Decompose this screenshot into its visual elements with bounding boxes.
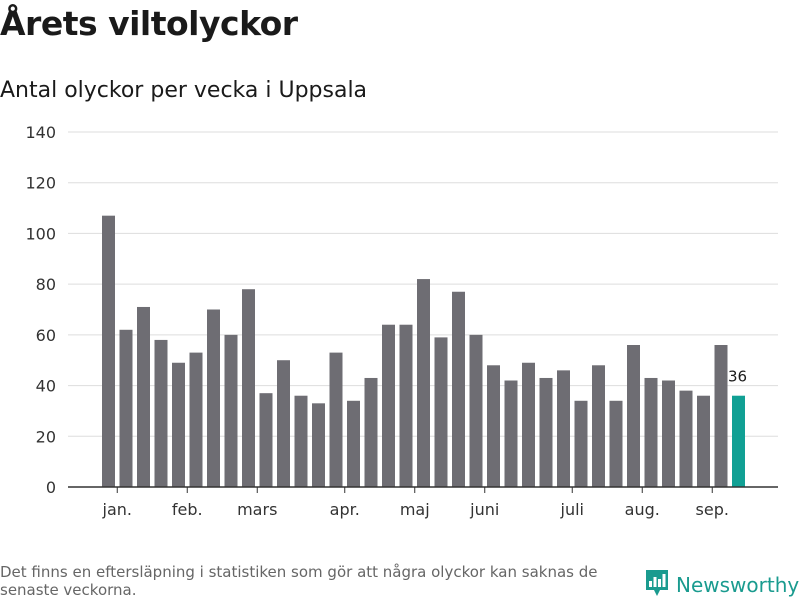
x-tick-label: mars xyxy=(237,500,277,519)
x-tick-label: sep. xyxy=(696,500,729,519)
bar xyxy=(627,345,640,487)
bar xyxy=(189,352,203,487)
x-tick-label: aug. xyxy=(625,500,660,519)
x-tick-label: feb. xyxy=(172,500,203,519)
y-tick-label: 0 xyxy=(46,478,56,497)
y-tick-label: 60 xyxy=(36,326,56,345)
bar xyxy=(259,393,273,487)
y-tick-label: 80 xyxy=(36,275,56,294)
bar xyxy=(347,400,360,487)
bar xyxy=(329,352,343,487)
bar xyxy=(592,365,605,487)
bar xyxy=(102,215,115,487)
bar xyxy=(487,365,500,487)
bar xyxy=(364,377,378,487)
bar xyxy=(434,337,448,487)
bar xyxy=(697,395,710,487)
bar xyxy=(399,324,413,487)
bar xyxy=(207,309,220,487)
footer-note: Det finns en eftersläpning i statistiken… xyxy=(0,563,598,599)
y-tick-label: 100 xyxy=(25,224,56,243)
bar xyxy=(172,362,185,487)
y-tick-label: 40 xyxy=(36,377,56,396)
chart-subtitle: Antal olyckor per vecka i Uppsala xyxy=(0,78,368,103)
bar xyxy=(609,400,623,487)
bar xyxy=(557,370,570,487)
bar xyxy=(574,400,588,487)
highlight-value-label: 36 xyxy=(728,368,747,386)
brand[interactable]: Newsworthy xyxy=(644,568,799,602)
newsworthy-logo-icon xyxy=(644,568,670,602)
highlight-bar xyxy=(732,395,745,487)
bar xyxy=(644,377,658,487)
bar xyxy=(277,360,290,487)
bar xyxy=(539,377,553,487)
bar xyxy=(662,380,675,487)
bar-chart: 0 20 40 60 80 100 120 140 jan. feb. mars apr. maj jun… xyxy=(25,123,778,519)
bar xyxy=(242,289,255,487)
x-tick-label: apr. xyxy=(330,500,360,519)
bar xyxy=(452,291,465,487)
bar xyxy=(522,362,535,487)
bar xyxy=(294,395,308,487)
bar xyxy=(137,306,150,487)
y-tick-label: 140 xyxy=(25,123,56,142)
x-tick-label: maj xyxy=(400,500,430,519)
bar xyxy=(504,380,518,487)
x-tick-label: juli xyxy=(560,500,584,519)
bar xyxy=(154,339,168,487)
bar xyxy=(382,324,395,487)
x-tick-label: juni xyxy=(469,500,499,519)
bar xyxy=(119,329,133,487)
brand-name: Newsworthy xyxy=(676,573,800,597)
y-tick-label: 120 xyxy=(25,174,56,193)
y-tick-label: 20 xyxy=(36,427,56,446)
bar xyxy=(469,334,483,487)
chart-title: Årets viltolyckor xyxy=(0,4,298,43)
bar xyxy=(417,279,430,487)
bar xyxy=(714,345,728,487)
bar xyxy=(312,403,325,487)
bar xyxy=(679,390,693,487)
x-tick-label: jan. xyxy=(102,500,132,519)
bar xyxy=(224,334,238,487)
